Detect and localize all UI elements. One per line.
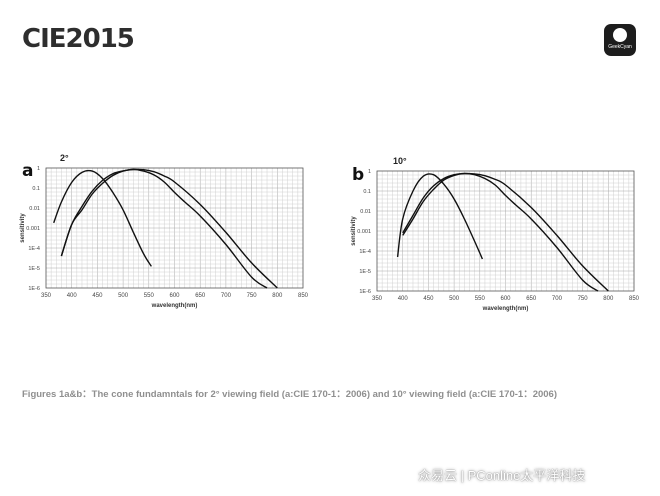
x-tick-label: 400: [398, 296, 409, 302]
y-tick-label: 1E-6: [28, 286, 40, 292]
x-tick-label: 450: [92, 293, 103, 299]
y-tick-label: 1E-5: [359, 269, 371, 275]
x-tick-label: 700: [221, 293, 232, 299]
y-tick-label: 1: [368, 169, 371, 175]
x-tick-label: 850: [298, 293, 309, 299]
panel-label: b: [352, 165, 364, 185]
y-tick-label: 0.1: [32, 186, 40, 192]
y-tick-label: 1E-4: [28, 246, 40, 252]
x-tick-label: 600: [500, 296, 511, 302]
y-axis-label: sensitivity: [351, 216, 357, 246]
y-tick-label: 0.001: [26, 226, 40, 232]
y-axis-label: sensitivity: [20, 213, 26, 243]
x-tick-label: 650: [195, 293, 206, 299]
x-tick-label: 350: [41, 293, 52, 299]
y-tick-label: 0.001: [357, 229, 371, 235]
series-line-2: [60, 168, 268, 289]
series-line-1: [53, 169, 152, 267]
panel-label: a: [22, 161, 33, 181]
logo-circle-icon: [613, 28, 627, 42]
chart-title: 2°: [60, 153, 69, 163]
y-tick-label: 0.01: [360, 209, 371, 215]
plot-frame: [45, 167, 304, 289]
x-tick-label: 800: [603, 296, 614, 302]
y-tick-label: 1: [37, 166, 40, 172]
x-tick-label: 400: [67, 293, 78, 299]
watermark: 众易云 | PConline太平洋科技: [418, 468, 586, 483]
x-tick-label: 550: [144, 293, 155, 299]
x-tick-label: 350: [372, 296, 383, 302]
chart-title: 10°: [393, 156, 407, 166]
chart-panel-a: 350 400 450 500 550 600 650 700 750 800 850 1 0.1 0.0…: [20, 153, 309, 309]
geekcyan-logo: GeekCyan: [604, 24, 636, 56]
x-tick-label: 750: [578, 296, 589, 302]
x-axis-label: wavelength(nm): [482, 306, 529, 312]
page-title: CIE2015: [22, 24, 135, 54]
y-tick-label: 1E-6: [359, 289, 371, 295]
y-tick-label: 0.1: [363, 189, 371, 195]
y-tick-label: 1E-5: [28, 266, 40, 272]
x-tick-label: 800: [272, 293, 283, 299]
series-line-3: [402, 172, 609, 292]
x-tick-label: 600: [169, 293, 180, 299]
logo-text: GeekCyan: [608, 44, 632, 50]
series-line-3: [60, 168, 278, 289]
series-line-2: [402, 172, 599, 292]
x-tick-label: 500: [449, 296, 460, 302]
y-tick-label: 1E-4: [359, 249, 371, 255]
x-tick-label: 450: [423, 296, 434, 302]
x-tick-label: 850: [629, 296, 640, 302]
chart-panel-b: 350 400 450 500 550 600 650 700 750 800 850 1 0.1 0.0…: [351, 156, 640, 312]
x-tick-label: 750: [247, 293, 258, 299]
figure-caption: Figures 1a&b：The cone fundamntals for 2°…: [22, 389, 557, 400]
plot-frame: [376, 170, 635, 292]
x-tick-label: 650: [526, 296, 537, 302]
x-axis-label: wavelength(nm): [151, 303, 198, 309]
series-line-1: [396, 173, 484, 260]
x-tick-label: 550: [475, 296, 486, 302]
y-tick-label: 0.01: [29, 206, 40, 212]
x-tick-label: 500: [118, 293, 129, 299]
x-tick-label: 700: [552, 296, 563, 302]
